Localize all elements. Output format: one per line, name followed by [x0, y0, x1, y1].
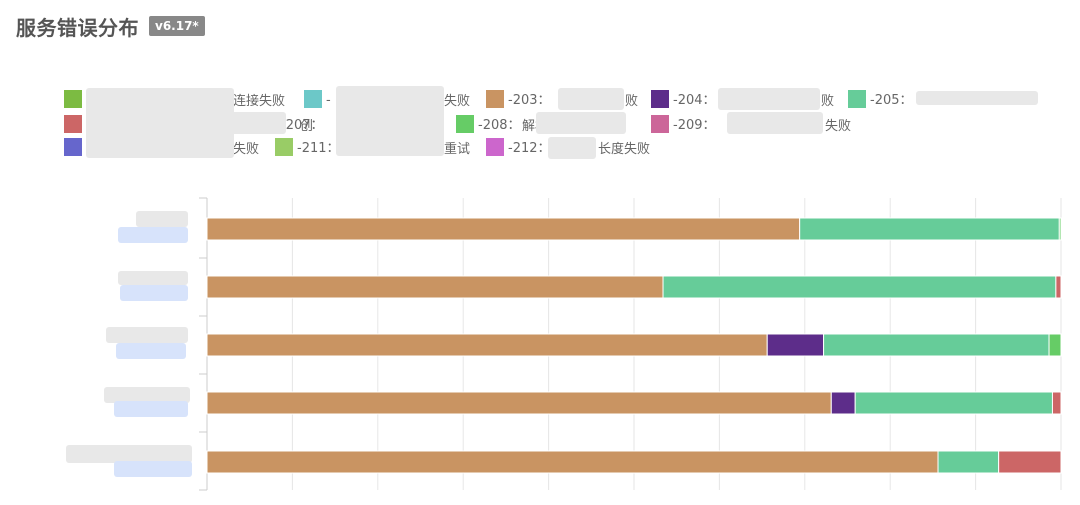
redacted-axis-label — [116, 343, 186, 359]
bar-segment[interactable] — [206, 333, 768, 357]
redacted-region — [536, 112, 626, 134]
legend-text: 连接失败 — [233, 93, 285, 109]
legend-code: -205： — [870, 93, 913, 108]
page-title: 服务错误分布 — [16, 15, 139, 40]
legend-text: 长度失败 — [598, 141, 650, 157]
y-axis-labels — [66, 211, 192, 477]
legend-swatch — [456, 115, 474, 133]
legend-swatch — [275, 138, 293, 156]
legend-text: 败 — [625, 94, 638, 109]
legend-text: 失败 — [444, 94, 470, 109]
legend-code: -209： — [673, 118, 716, 133]
redacted-axis-label — [66, 445, 192, 463]
version-badge: v6.17* — [149, 16, 205, 36]
redacted-axis-label — [114, 461, 192, 477]
legend-text: 创 — [300, 119, 313, 134]
legend-code: -203： — [508, 93, 551, 108]
legend-code: -211： — [297, 141, 340, 156]
bar-segment[interactable] — [206, 450, 939, 474]
bar-segment[interactable] — [206, 275, 664, 299]
redacted-axis-label — [120, 285, 188, 301]
legend-redactions — [86, 86, 1038, 159]
bar-segment[interactable] — [206, 217, 801, 241]
legend-swatch — [486, 138, 504, 156]
legend-item[interactable] — [64, 138, 82, 156]
legend-swatch — [64, 90, 82, 108]
redacted-region — [336, 86, 444, 156]
legend-code: -208： — [478, 118, 521, 133]
redacted-axis-label — [118, 227, 188, 243]
legend-code: -212： — [508, 141, 551, 156]
redacted-region — [548, 137, 596, 159]
legend-swatch — [848, 90, 866, 108]
legend-text: 失败 — [233, 142, 259, 157]
redacted-region — [226, 112, 286, 134]
redacted-axis-label — [104, 387, 190, 403]
redacted-region — [86, 88, 234, 158]
legend-item[interactable]: -211： — [275, 138, 340, 156]
bar-segment[interactable] — [1055, 275, 1062, 299]
legend-item[interactable]: -208： — [456, 115, 521, 133]
legend-item[interactable]: -203： — [486, 90, 551, 108]
legend-code: - — [326, 93, 331, 108]
chart-bars — [206, 217, 1062, 474]
redacted-axis-label — [114, 401, 188, 417]
bar-segment[interactable] — [998, 450, 1062, 474]
legend-text: 败 — [821, 94, 834, 109]
bar-segment[interactable] — [662, 275, 1057, 299]
bar-segment[interactable] — [1051, 391, 1062, 415]
legend-item[interactable]: -212： — [486, 138, 551, 156]
bar-segment[interactable] — [937, 450, 1000, 474]
bar-segment[interactable] — [830, 391, 856, 415]
legend-item[interactable]: -209： — [651, 115, 716, 133]
redacted-region — [718, 88, 820, 110]
legend-item[interactable]: -204： — [651, 90, 716, 108]
legend-text: 重试 — [444, 141, 470, 157]
redacted-axis-label — [106, 327, 188, 343]
bar-segment[interactable] — [823, 333, 1050, 357]
header: 服务错误分布 v6.17* — [16, 12, 205, 40]
redacted-region — [916, 91, 1038, 105]
legend-item[interactable] — [64, 115, 82, 133]
legend-code: -204： — [673, 93, 716, 108]
redacted-region — [558, 88, 624, 110]
bar-segment[interactable] — [799, 217, 1060, 241]
legend-swatch — [304, 90, 322, 108]
bar-segment[interactable] — [1048, 333, 1062, 357]
legend-swatch — [651, 115, 669, 133]
legend-code: -207： — [281, 118, 324, 133]
legend-item[interactable]: - — [304, 90, 331, 108]
legend-text: 失败 — [825, 119, 851, 134]
bar-segment[interactable] — [1058, 217, 1062, 241]
legend-swatch — [486, 90, 504, 108]
legend-swatch — [64, 138, 82, 156]
bar-segment[interactable] — [766, 333, 825, 357]
bar-segment[interactable] — [854, 391, 1053, 415]
legend-item[interactable]: -205： — [848, 90, 913, 108]
redacted-axis-label — [118, 271, 188, 285]
bar-segment[interactable] — [206, 391, 832, 415]
legend-item[interactable] — [64, 90, 82, 108]
redacted-region — [727, 112, 823, 134]
legend-swatch — [64, 115, 82, 133]
redacted-axis-label — [136, 211, 188, 227]
legend-swatch — [651, 90, 669, 108]
